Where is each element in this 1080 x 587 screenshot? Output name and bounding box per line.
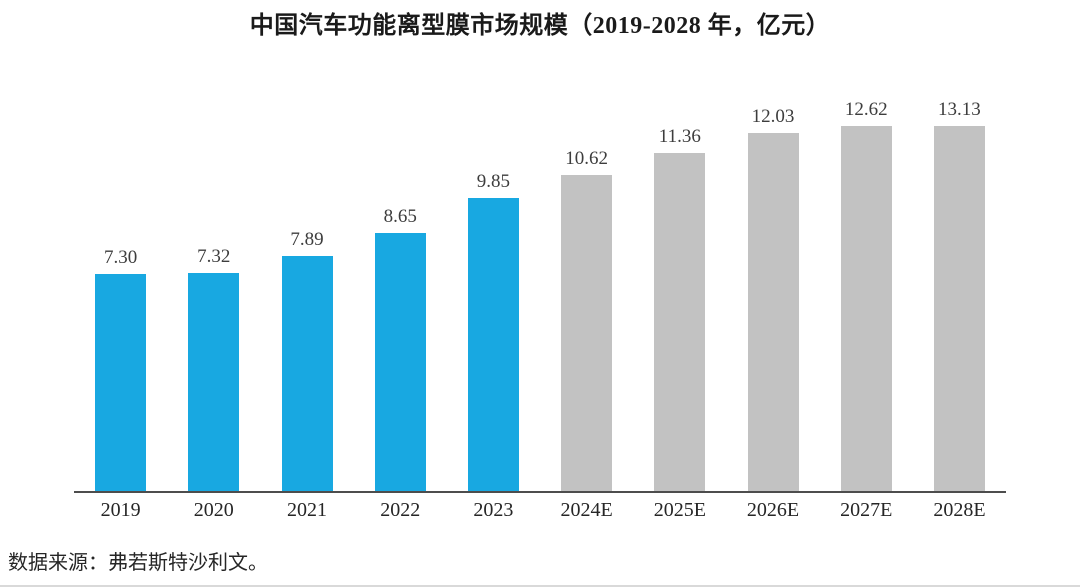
bar-group: 13.13 2028E (913, 99, 1006, 520)
bar-group: 12.03 2026E (726, 100, 819, 520)
x-axis-tick-label: 2020 (193, 499, 234, 521)
bar (561, 174, 613, 491)
bar (933, 126, 985, 491)
bar (374, 233, 426, 491)
bar-group: 7.32 2020 (167, 100, 260, 520)
bar-value-label: 10.62 (565, 147, 608, 169)
bar-value-label: 7.32 (197, 246, 231, 268)
bar-value-label: 7.89 (290, 229, 324, 251)
bar-value-label: 12.62 (844, 99, 888, 120)
x-axis-tick-label: 2022 (380, 499, 421, 521)
bar (281, 256, 333, 491)
source-note: 数据来源：弗若斯特沙利文。 (8, 552, 268, 574)
bar (188, 273, 240, 491)
x-axis-tick-label: 2019 (100, 499, 141, 521)
bar-group: 8.65 2022 (354, 100, 447, 520)
bar-value-label: 12.03 (751, 105, 795, 127)
bar (654, 152, 706, 491)
bar-group: 10.62 2024E (540, 100, 633, 520)
x-axis-tick-label: 2021 (287, 499, 327, 521)
x-axis-line (74, 491, 1006, 493)
bar (467, 197, 519, 491)
bar-value-label: 9.85 (476, 170, 511, 192)
bar-group: 7.30 2019 (74, 100, 167, 520)
bar (747, 132, 799, 491)
bar (95, 273, 147, 491)
bar-value-label: 11.36 (658, 125, 701, 147)
x-axis-tick-label: 2027E (840, 499, 893, 521)
bar-group: 12.62 2027E (820, 99, 913, 520)
bar-value-label: 7.30 (103, 246, 138, 268)
chart-title: 中国汽车功能离型膜市场规模（2019-2028 年，亿元） (249, 13, 831, 39)
plot-area: 7.30 2019 7.32 2020 7.89 2021 8.65 2022 9.85 2023… (74, 99, 1006, 520)
bar-group: 7.89 2021 (260, 100, 353, 520)
x-axis-tick-label: 2025E (653, 499, 706, 521)
x-axis-tick-label: 2024E (560, 499, 613, 521)
x-axis-tick-label: 2023 (473, 499, 514, 521)
x-axis-tick-label: 2026E (746, 499, 800, 521)
bar-group: 9.85 2023 (447, 100, 540, 520)
bar-group: 11.36 2025E (633, 100, 726, 520)
bar-value-label: 13.13 (938, 99, 981, 120)
bar-value-label: 8.65 (383, 206, 417, 228)
x-axis-tick-label: 2028E (933, 499, 986, 521)
bar (840, 126, 892, 491)
